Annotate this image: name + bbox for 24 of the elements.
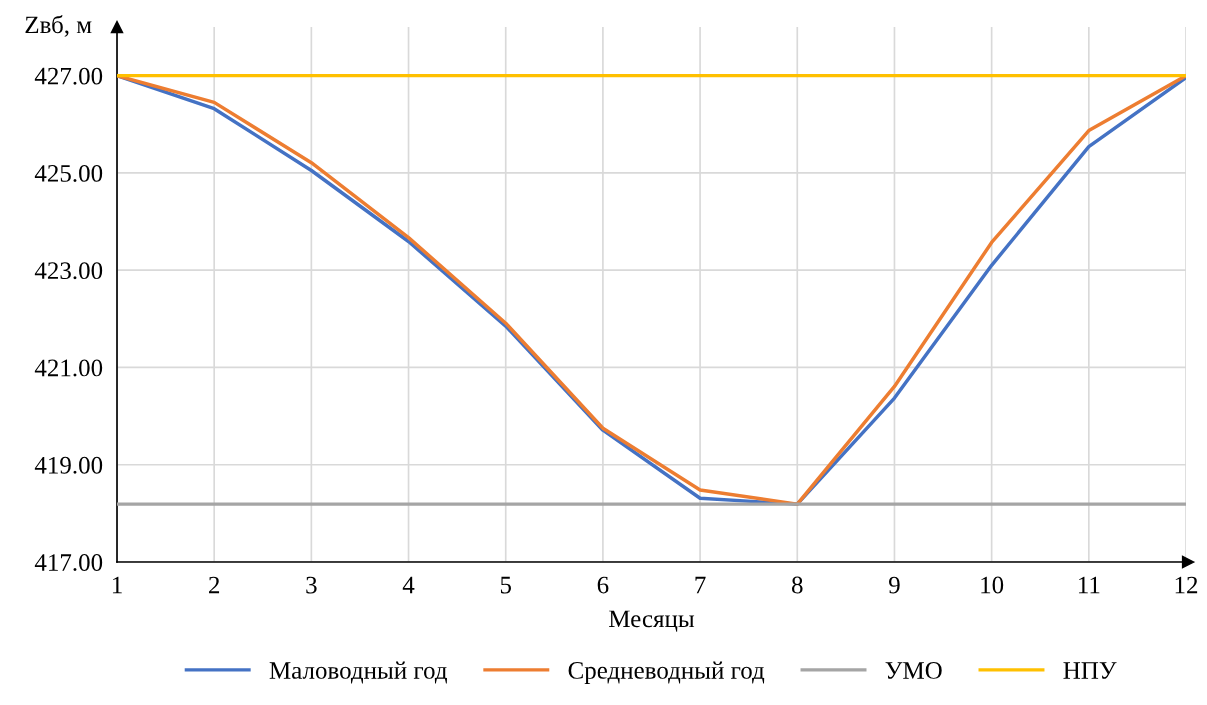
y-tick-label: 417.00 — [34, 554, 103, 572]
x-tick-label: 6 — [597, 576, 609, 594]
x-tick-label: 9 — [889, 576, 900, 594]
x-tick-label: 3 — [306, 576, 317, 594]
x-tick-label: 7 — [695, 576, 706, 594]
y-tick-label: 421.00 — [34, 359, 103, 377]
y-tick-label: 419.00 — [34, 456, 103, 474]
x-tick-label: 11 — [1078, 576, 1100, 594]
x-tick-label: 4 — [402, 576, 415, 594]
x-tick-label: 8 — [791, 576, 803, 594]
x-tick-label: 2 — [209, 576, 220, 594]
y-tick-label: 423.00 — [34, 262, 103, 280]
x-tick-label: 5 — [500, 576, 511, 594]
y-axis-title: Zвб, м — [25, 15, 92, 37]
y-tick-label: 427.00 — [34, 67, 103, 85]
y-tick-label: 425.00 — [34, 164, 103, 182]
legend-label: Маловодный год — [269, 661, 447, 684]
legend-label: Средневодный год — [568, 661, 765, 684]
legend-label: НПУ — [1063, 662, 1117, 679]
x-tick-label: 1 — [112, 576, 122, 594]
x-tick-label: 12 — [1175, 576, 1198, 594]
legend-label: УМО — [885, 662, 942, 679]
x-axis-title: Месяцы — [609, 610, 695, 632]
x-tick-label: 10 — [981, 576, 1004, 594]
